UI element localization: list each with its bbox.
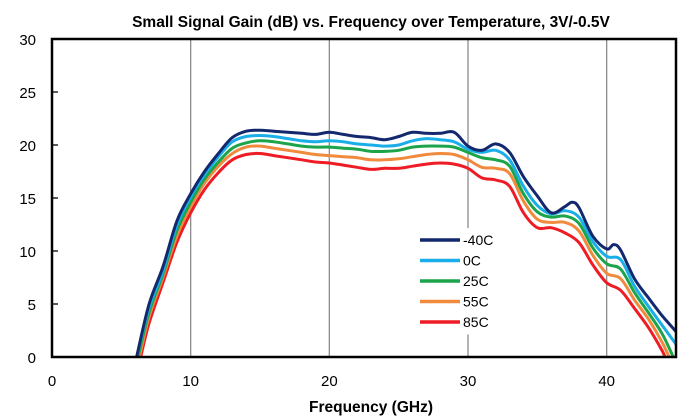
plot-area-frame xyxy=(50,37,678,359)
series-line-0c xyxy=(135,134,676,357)
x-tick-label: 30 xyxy=(460,373,477,390)
y-tick-label: 20 xyxy=(19,138,36,155)
y-tick-label: 0 xyxy=(28,350,36,367)
legend-label: -40C xyxy=(463,232,493,248)
legend-label: 85C xyxy=(463,314,489,330)
y-tick-label: 10 xyxy=(19,244,36,261)
series-line-85c xyxy=(139,151,667,357)
x-axis-label: Frequency (GHz) xyxy=(309,399,433,416)
gridlines xyxy=(190,39,608,357)
series-line-55c xyxy=(137,144,671,357)
legend: -40C 0C 25C 55C 85C xyxy=(416,228,493,335)
y-tick-label: 15 xyxy=(19,191,36,208)
y-tick-label: 25 xyxy=(19,85,36,102)
series-line-40c xyxy=(135,128,676,357)
y-tick-label: 5 xyxy=(28,297,36,314)
x-tick-label: 0 xyxy=(48,373,56,390)
series-lines xyxy=(135,128,676,357)
x-tick-label: 10 xyxy=(182,373,199,390)
y-tick-label: 30 xyxy=(19,32,36,49)
legend-label: 0C xyxy=(463,253,481,269)
series-line-25c xyxy=(136,139,675,357)
x-tick-label: 40 xyxy=(598,373,615,390)
x-tick-label: 20 xyxy=(321,373,338,390)
legend-label: 55C xyxy=(463,294,489,310)
axis-ticks: 0 5 10 15 20 25 30 0 10 20 30 40 xyxy=(19,32,615,390)
legend-label: 25C xyxy=(463,273,489,289)
chart-title: Small Signal Gain (dB) vs. Frequency ove… xyxy=(132,14,610,31)
